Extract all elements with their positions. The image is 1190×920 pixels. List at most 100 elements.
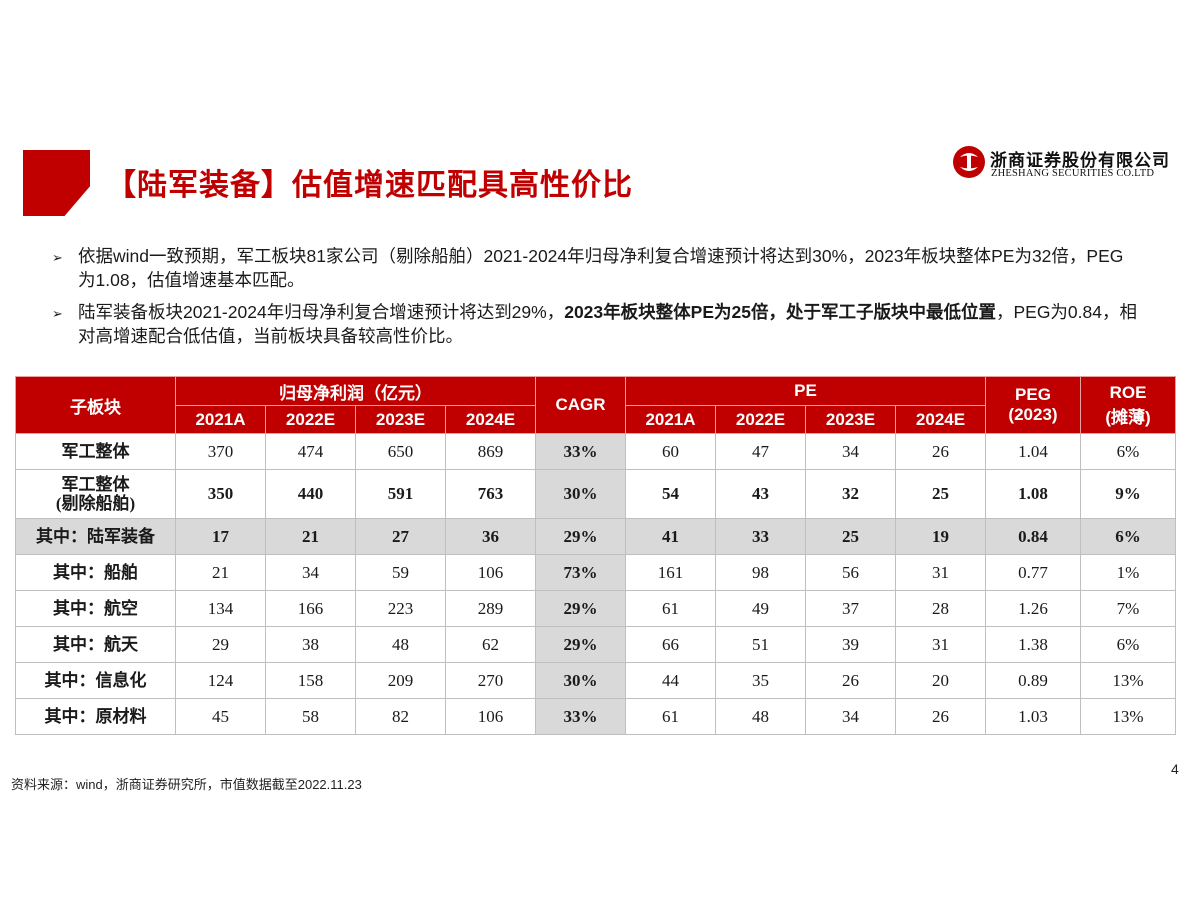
bullet-arrow-icon: ➢ — [52, 250, 63, 265]
pe-cell: 26 — [895, 433, 986, 470]
profit-cell: 223 — [355, 590, 446, 627]
row-label-text: 军工整体 — [61, 475, 130, 494]
logo-company-name-en: ZHESHANG SECURITIES CO.LTD — [991, 168, 1155, 179]
peg-cell: 1.26 — [985, 590, 1081, 627]
profit-cell: 134 — [175, 590, 266, 627]
peg-cell: 1.04 — [985, 433, 1081, 470]
pe-cell: 33 — [715, 518, 806, 555]
pe-cell: 41 — [625, 518, 716, 555]
header-roe-label: ROE — [1109, 382, 1147, 402]
row-label: 其中：航空 — [15, 590, 176, 627]
cagr-cell: 33% — [535, 698, 626, 735]
roe-cell: 6% — [1080, 518, 1176, 555]
row-label: 其中：陆军装备 — [15, 518, 176, 555]
table-row: 其中：船舶 21 34 59 106 73% 161 98 56 31 0.77 1% — [15, 554, 1176, 591]
table-row: 其中：信息化 124 158 209 270 30% 44 35 26 20 0.89 13% — [15, 662, 1176, 699]
profit-cell: 650 — [355, 433, 446, 470]
peg-cell: 0.84 — [985, 518, 1081, 555]
profit-cell: 440 — [265, 469, 356, 519]
cagr-cell: 29% — [535, 626, 626, 663]
row-label-text: 其中：陆军装备 — [36, 527, 155, 546]
row-label: 军工整体 (剔除船舶) — [15, 469, 176, 519]
pe-cell: 35 — [715, 662, 806, 699]
header-peg: PEG (2023) — [985, 376, 1081, 434]
row-label: 其中：原材料 — [15, 698, 176, 735]
pe-cell: 37 — [805, 590, 896, 627]
pe-cell: 161 — [625, 554, 716, 591]
page-number: 4 — [1171, 761, 1179, 777]
cagr-cell: 33% — [535, 433, 626, 470]
source-note: 资料来源：wind，浙商证券研究所，市值数据截至2022.11.23 — [11, 777, 362, 792]
bullet-item: ➢ 依据wind一致预期，军工板块81家公司（剔除船舶）2021-2024年归母… — [50, 244, 1140, 292]
header-pe: PE — [625, 376, 986, 406]
profit-cell: 34 — [265, 554, 356, 591]
row-label-text: 军工整体 — [61, 442, 130, 461]
profit-cell: 869 — [445, 433, 536, 470]
pe-cell: 60 — [625, 433, 716, 470]
header-year: 2023E — [355, 405, 446, 434]
profit-cell: 38 — [265, 626, 356, 663]
row-label: 其中：航天 — [15, 626, 176, 663]
profit-cell: 124 — [175, 662, 266, 699]
table-row: 军工整体 (剔除船舶) 350 440 591 763 30% 54 43 32 25 1.08 9% — [15, 469, 1176, 519]
pe-cell: 43 — [715, 469, 806, 519]
profit-cell: 45 — [175, 698, 266, 735]
peg-cell: 0.89 — [985, 662, 1081, 699]
table-row: 其中：原材料 45 58 82 106 33% 61 48 34 26 1.03 13% — [15, 698, 1176, 735]
page-title: 【陆军装备】估值增速匹配具高性价比 — [106, 169, 633, 202]
row-label-text: 其中：原材料 — [44, 707, 147, 726]
profit-cell: 106 — [445, 698, 536, 735]
pe-cell: 19 — [895, 518, 986, 555]
zheshang-logo-icon — [953, 146, 985, 178]
pe-cell: 61 — [625, 590, 716, 627]
pe-cell: 28 — [895, 590, 986, 627]
header-year: 2022E — [265, 405, 356, 434]
roe-cell: 13% — [1080, 662, 1176, 699]
cagr-cell: 30% — [535, 469, 626, 519]
profit-cell: 58 — [265, 698, 356, 735]
row-label-text: 其中：信息化 — [44, 671, 147, 690]
pe-cell: 49 — [715, 590, 806, 627]
roe-cell: 6% — [1080, 626, 1176, 663]
table-row: 其中：航天 29 38 48 62 29% 66 51 39 31 1.38 6% — [15, 626, 1176, 663]
bullet-text-bold: 2023年板块整体PE为25倍，处于军工子版块中最低位置 — [564, 302, 996, 322]
header-peg-label: PEG — [1015, 385, 1051, 404]
row-label: 其中：船舶 — [15, 554, 176, 591]
peg-cell: 1.38 — [985, 626, 1081, 663]
header-year: 2023E — [805, 405, 896, 434]
profit-cell: 270 — [445, 662, 536, 699]
bullet-list: ➢ 依据wind一致预期，军工板块81家公司（剔除船舶）2021-2024年归母… — [50, 244, 1140, 356]
profit-cell: 158 — [265, 662, 356, 699]
profit-cell: 29 — [175, 626, 266, 663]
profit-cell: 370 — [175, 433, 266, 470]
profit-cell: 21 — [265, 518, 356, 555]
profit-cell: 48 — [355, 626, 446, 663]
header-cagr: CAGR — [535, 376, 626, 434]
pe-cell: 98 — [715, 554, 806, 591]
header-roe-sub: (摊薄) — [1105, 407, 1151, 427]
profit-cell: 62 — [445, 626, 536, 663]
header-year: 2024E — [895, 405, 986, 434]
pe-cell: 26 — [805, 662, 896, 699]
roe-cell: 9% — [1080, 469, 1176, 519]
pe-cell: 31 — [895, 626, 986, 663]
pe-cell: 39 — [805, 626, 896, 663]
pe-cell: 51 — [715, 626, 806, 663]
bullet-text: ，PEG为0.84，相对高增速配合低估值，当前板块具备较高性价比。 — [78, 302, 1137, 346]
profit-cell: 350 — [175, 469, 266, 519]
peg-cell: 0.77 — [985, 554, 1081, 591]
pe-cell: 44 — [625, 662, 716, 699]
title-accent-bar — [23, 150, 90, 216]
pe-cell: 26 — [895, 698, 986, 735]
roe-cell: 7% — [1080, 590, 1176, 627]
table-row: 其中：陆军装备 17 21 27 36 29% 41 33 25 19 0.84 6% — [15, 518, 1176, 555]
row-label-text: 其中：航空 — [53, 599, 138, 618]
company-logo: 浙商证券股份有限公司 ZHESHANG SECURITIES CO.LTD — [952, 145, 1169, 185]
row-label: 其中：信息化 — [15, 662, 176, 699]
roe-cell: 6% — [1080, 433, 1176, 470]
valuation-table: 子板块 归母净利润（亿元） CAGR PE PEG (2023) ROE (摊薄) … — [15, 376, 1176, 735]
pe-cell: 54 — [625, 469, 716, 519]
profit-cell: 21 — [175, 554, 266, 591]
cagr-cell: 73% — [535, 554, 626, 591]
header-sub-sector: 子板块 — [15, 376, 176, 434]
